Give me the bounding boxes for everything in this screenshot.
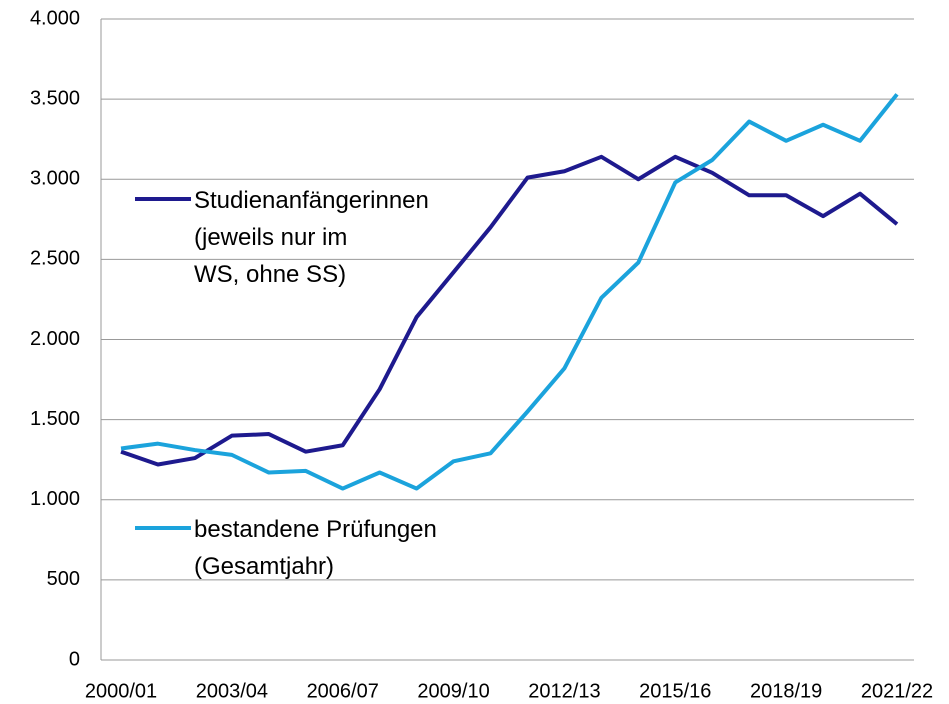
y-tick-label: 1.500 [30, 408, 80, 430]
x-tick-label: 2009/10 [417, 680, 489, 702]
legend-item: bestandene Prüfungen (Gesamtjahr) [135, 511, 437, 585]
x-tick-label: 2015/16 [639, 680, 711, 702]
y-tick-label: 4.000 [30, 7, 80, 29]
y-tick-label: 0 [69, 648, 80, 670]
y-tick-label: 500 [47, 568, 80, 590]
y-tick-label: 2.500 [30, 248, 80, 270]
y-tick-label: 3.000 [30, 168, 80, 190]
legend-swatch [135, 197, 191, 201]
x-tick-label: 2006/07 [307, 680, 379, 702]
x-tick-label: 2003/04 [196, 680, 268, 702]
y-tick-label: 3.500 [30, 87, 80, 109]
x-tick-label: 2000/01 [85, 680, 157, 702]
y-tick-label: 1.000 [30, 488, 80, 510]
x-tick-label: 2012/13 [528, 680, 600, 702]
legend-swatch [135, 526, 191, 530]
legend-label: Studienanfängerinnen (jeweils nur im WS,… [194, 187, 429, 288]
x-tick-label: 2021/22 [861, 680, 933, 702]
x-tick-label: 2018/19 [750, 680, 822, 702]
legend-label: bestandene Prüfungen (Gesamtjahr) [194, 516, 437, 580]
y-tick-label: 2.000 [30, 328, 80, 350]
legend-item: Studienanfängerinnen (jeweils nur im WS,… [135, 182, 429, 293]
series-line [120, 154, 899, 467]
series-line [120, 93, 899, 491]
